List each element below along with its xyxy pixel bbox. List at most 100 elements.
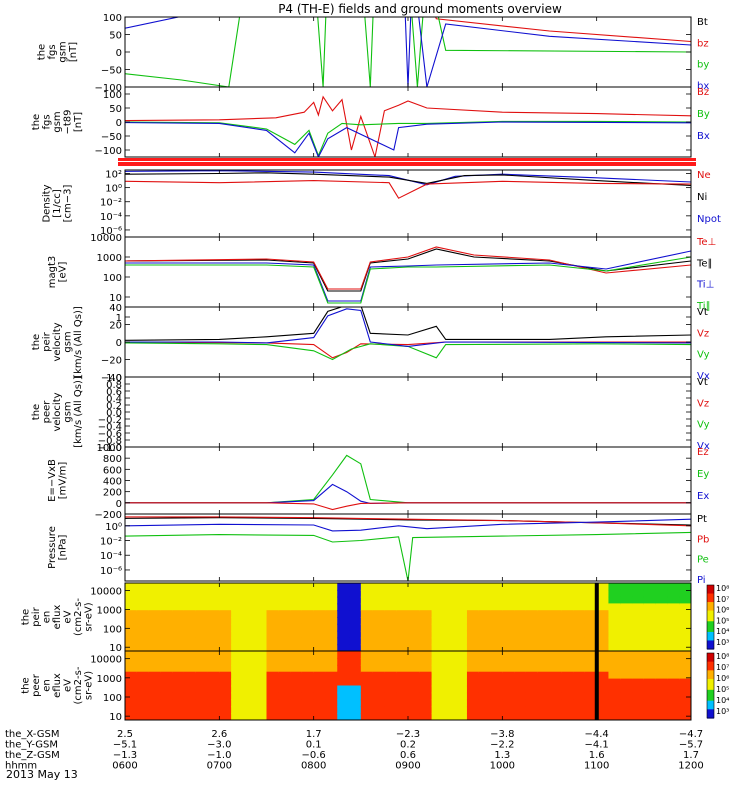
heatmap-cell: [266, 664, 280, 673]
heatmap-cell: [549, 706, 563, 715]
heatmap-cell: [290, 678, 303, 687]
heatmap-cell: [431, 671, 445, 680]
heatmap-cell: [596, 692, 610, 701]
heatmap-cell: [561, 651, 575, 659]
heatmap-cell: [396, 610, 409, 618]
heatmap-cell: [160, 583, 174, 591]
x-row-value: −3.0: [207, 740, 231, 751]
heatmap-cell: [478, 583, 492, 591]
heatmap-cell: [608, 617, 622, 625]
heatmap-cell: [290, 603, 303, 612]
heatmap-cell: [502, 637, 516, 646]
panel-temperature: Te⊥ Te∥ Ti⊥ Ti∥ 10000 1000 100 10 1 magt3 [eV]: [47, 233, 717, 324]
y-axis-label: gsm: [63, 331, 74, 352]
colorbar-tick-label: 10³: [716, 707, 729, 716]
heatmap-cell: [655, 630, 669, 639]
heatmap-cell: [360, 623, 374, 632]
heatmap-cell: [231, 603, 244, 612]
heatmap-cell: [655, 603, 669, 612]
heatmap-cell: [584, 623, 598, 632]
colorbar-step: [707, 685, 714, 689]
heatmap-cell: [349, 630, 362, 639]
heatmap-cell: [325, 617, 339, 625]
heatmap-cell: [549, 610, 563, 618]
heatmap-cell: [655, 664, 669, 673]
y-axis-label: en: [42, 679, 53, 692]
heatmap-cell: [632, 617, 645, 625]
x-row-value: 1.7: [683, 750, 699, 761]
heatmap-cell: [549, 671, 563, 680]
heatmap-cell: [431, 617, 445, 625]
heatmap-cell: [549, 589, 563, 598]
heatmap-cell: [490, 692, 504, 701]
heatmap-cell: [301, 610, 315, 618]
heatmap-cell: [419, 671, 433, 680]
heatmap-cell: [136, 713, 150, 720]
heatmap-cell: [266, 583, 280, 591]
heatmap-cell: [301, 706, 315, 715]
heatmap-cell: [337, 630, 351, 639]
heatmap-cell: [254, 589, 268, 598]
heatmap-cell: [360, 617, 374, 625]
heatmap-cell: [231, 706, 244, 715]
heatmap-cell: [207, 664, 221, 673]
heatmap-cell: [207, 623, 221, 632]
data-gap-bar: [594, 583, 599, 651]
heatmap-cell: [561, 630, 575, 639]
heatmap-cell: [148, 699, 162, 708]
heatmap-cell: [360, 657, 374, 666]
heatmap-cell: [455, 664, 468, 673]
heatmap-cell: [372, 610, 386, 618]
heatmap-cell: [608, 685, 622, 694]
colorbar-step: [707, 713, 714, 717]
y-tick-label: 10⁰: [105, 184, 122, 195]
series-group-velocity: [125, 307, 691, 361]
heatmap-cell: [431, 685, 445, 694]
y-tick-label: 40: [109, 303, 122, 314]
heatmap-cell: [278, 657, 292, 666]
heatmap-cell: [584, 644, 598, 651]
heatmap-cell: [679, 713, 691, 720]
heatmap-cell: [360, 630, 374, 639]
series-line-By: [125, 120, 691, 157]
heatmap-cell: [502, 630, 516, 639]
heatmap-cell: [632, 713, 645, 720]
heatmap-cell: [466, 699, 480, 708]
legend-entry: by: [697, 60, 709, 71]
heatmap-cell: [325, 630, 339, 639]
heatmap-cell: [207, 583, 221, 591]
heatmap-cell: [408, 685, 421, 694]
heatmap-cell: [360, 671, 374, 680]
heatmap-cell: [360, 583, 374, 591]
panel-fgs_t89: Bz By Bx 100 50 0 −50 −100 the fgs gsm −t89 [nT]: [31, 86, 710, 166]
heatmap-cell: [313, 713, 327, 720]
heatmap-cell: [478, 678, 492, 687]
heatmap-cell: [537, 630, 551, 639]
colorbar-tick-label: 10⁴: [716, 627, 729, 636]
heatmap-cell: [502, 699, 516, 708]
heatmap-cell: [561, 610, 575, 618]
heatmap-cell: [301, 583, 315, 591]
heatmap-cell: [313, 596, 327, 605]
series-line-Ni: [125, 172, 691, 187]
heatmap-cell: [549, 630, 563, 639]
colorbar-step: [707, 681, 714, 684]
heatmap-cell: [561, 685, 575, 694]
legend-entry: Vx: [697, 371, 710, 382]
date-label: 2013 May 13: [6, 768, 78, 781]
heatmap-cell: [514, 713, 527, 720]
y-axis-label: (cm2-s-: [73, 598, 84, 636]
y-tick-label: 100: [103, 693, 122, 704]
heatmap-cell: [561, 589, 575, 598]
heatmap-cell: [278, 713, 292, 720]
heatmap-cell: [172, 699, 185, 708]
heatmap-cell: [478, 644, 492, 651]
heatmap-cell: [384, 603, 398, 612]
y-tick-label: −0.2: [98, 415, 122, 426]
heatmap-peir_spec: [125, 583, 691, 651]
heatmap-cell: [455, 596, 468, 605]
legend-entry: Vy: [697, 420, 710, 431]
heatmap-cell: [301, 671, 315, 680]
heatmap-cell: [337, 685, 351, 694]
